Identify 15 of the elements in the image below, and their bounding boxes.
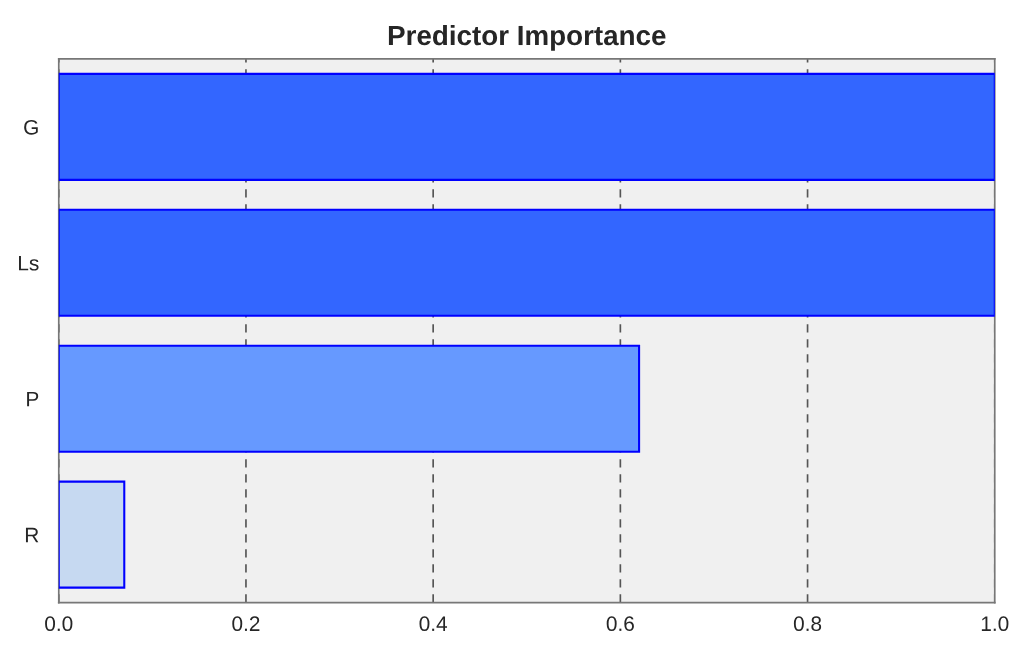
y-tick-label: R: [25, 527, 39, 543]
bar: [58, 480, 126, 589]
x-tick-label: 0.8: [793, 616, 822, 632]
x-tick-label: 0.6: [606, 616, 634, 632]
bar: [58, 72, 995, 181]
x-tick-label: 0.4: [419, 616, 448, 632]
y-tick-label: Ls: [19, 256, 39, 271]
bar: [58, 208, 995, 317]
x-tick-label: 0.2: [232, 616, 260, 632]
bar: [58, 344, 641, 453]
y-tick-label: G: [24, 119, 38, 135]
chart-title: Predictor Importance: [388, 24, 666, 51]
x-tick-label: 1.0: [981, 616, 1009, 632]
y-tick-label: P: [27, 391, 39, 407]
x-tick-label: 0.0: [45, 616, 73, 632]
